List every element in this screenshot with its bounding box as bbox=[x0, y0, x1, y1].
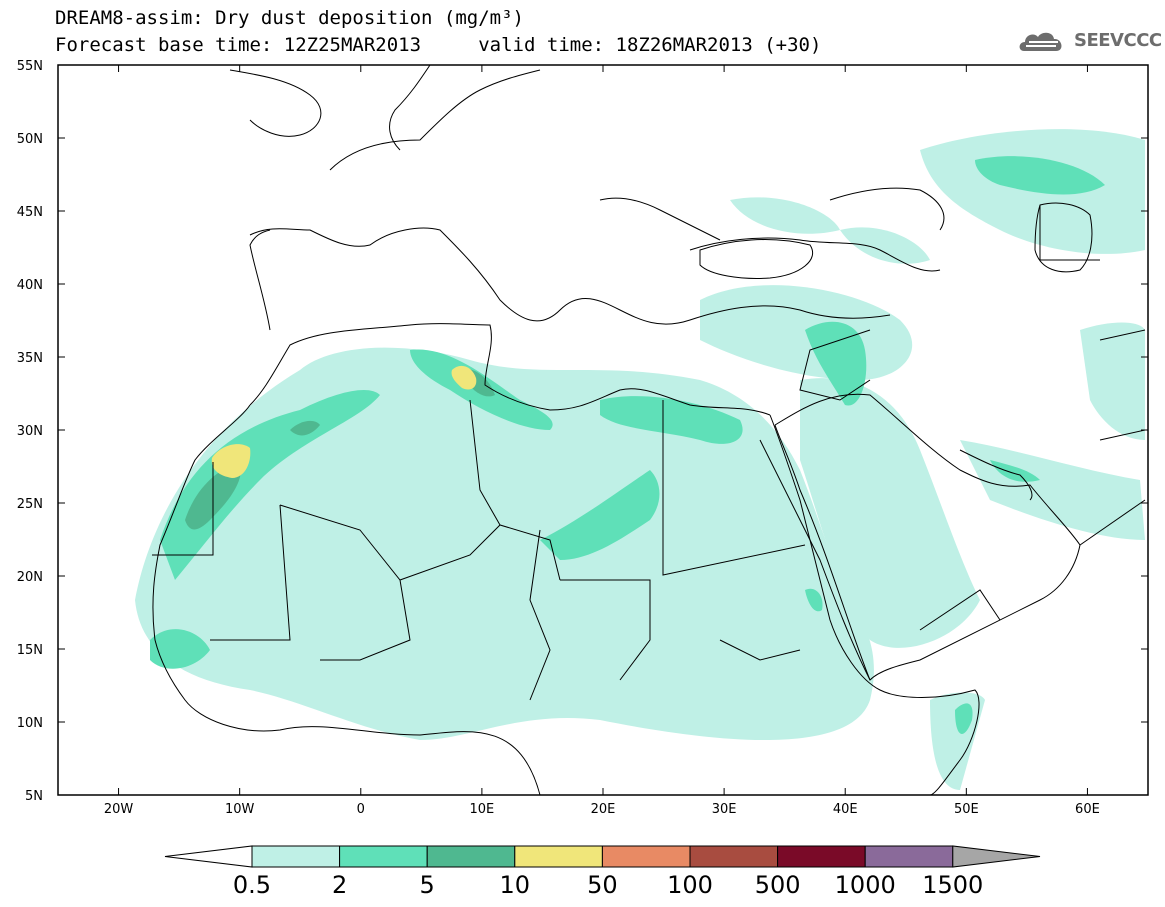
colorbar-box bbox=[777, 845, 866, 868]
deposition-level-10 bbox=[211, 365, 477, 478]
lon-tick-label: 20W bbox=[104, 802, 134, 817]
lon-tick-label: 10W bbox=[225, 802, 255, 817]
colorbar-box bbox=[426, 845, 516, 868]
cloud-icon bbox=[1019, 32, 1062, 51]
lat-tick-label: 40N bbox=[17, 278, 43, 293]
lat-tick-label: 20N bbox=[17, 570, 43, 585]
seevccc-logo: SEEVCCC bbox=[1018, 27, 1162, 57]
latitude-axis: 55N 50N 45N 40N 35N 30N 25N 20N 15N 10N 5N bbox=[17, 59, 1148, 804]
lon-tick-label: 20E bbox=[591, 802, 616, 817]
colorbar-box bbox=[864, 845, 954, 868]
forecast-times: Forecast base time: 12Z25MAR2013 valid t… bbox=[55, 34, 822, 56]
colorbar-label: 1500 bbox=[922, 871, 983, 899]
lat-tick-label: 10N bbox=[17, 716, 43, 731]
colorbar-label: 10 bbox=[500, 871, 531, 899]
contour-fields bbox=[135, 129, 1145, 790]
lat-tick-label: 30N bbox=[17, 424, 43, 439]
lon-tick-label: 40E bbox=[833, 802, 858, 817]
colorbar-box bbox=[601, 845, 691, 868]
deposition-level-0.5 bbox=[135, 129, 1145, 790]
colorbar-box bbox=[339, 845, 428, 868]
colorbar-label: 50 bbox=[587, 871, 618, 899]
lat-tick-label: 35N bbox=[17, 351, 43, 366]
lon-tick-label: 0 bbox=[357, 802, 365, 817]
colorbar-label: 1000 bbox=[835, 871, 896, 899]
colorbar-label: 500 bbox=[755, 871, 801, 899]
chart-title: DREAM8-assim: Dry dust deposition (mg/m³… bbox=[55, 7, 524, 29]
colorbar-low-arrow bbox=[164, 845, 253, 868]
colorbar-label: 2 bbox=[332, 871, 347, 899]
colorbar-box bbox=[251, 845, 341, 868]
colorbar-box bbox=[514, 845, 603, 868]
colorbar: 0.5 2 5 10 50 100 500 1000 1500 bbox=[164, 845, 1041, 899]
lat-tick-label: 55N bbox=[17, 59, 43, 74]
lat-tick-label: 25N bbox=[17, 497, 43, 512]
lat-tick-label: 5N bbox=[25, 789, 43, 804]
colorbar-label: 5 bbox=[420, 871, 435, 899]
lat-tick-label: 50N bbox=[17, 132, 43, 147]
lon-tick-label: 50E bbox=[954, 802, 979, 817]
lon-tick-label: 60E bbox=[1075, 802, 1100, 817]
lat-tick-label: 45N bbox=[17, 205, 43, 220]
lat-tick-label: 15N bbox=[17, 643, 43, 658]
lon-tick-label: 30E bbox=[712, 802, 737, 817]
longitude-axis: 20W 10W 0 10E 20E 30E 40E 50E 60E bbox=[104, 65, 1100, 817]
coastlines-and-borders bbox=[152, 65, 1146, 795]
colorbar-label: 100 bbox=[667, 871, 713, 899]
colorbar-box bbox=[689, 845, 779, 868]
lon-tick-label: 10E bbox=[470, 802, 495, 817]
colorbar-high-arrow bbox=[952, 845, 1041, 868]
logo-text: SEEVCCC bbox=[1074, 30, 1162, 51]
colorbar-label: 0.5 bbox=[233, 871, 271, 899]
